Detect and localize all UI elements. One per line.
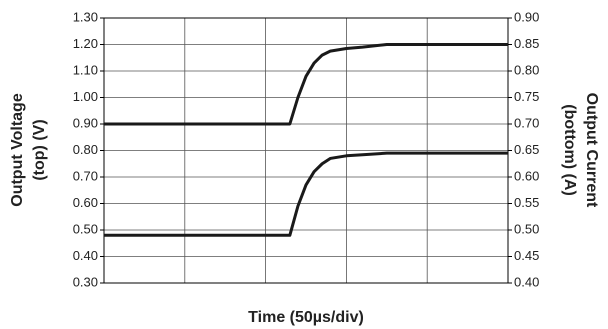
y2-tick-label: 0.50 <box>514 221 539 236</box>
y-tick-label: 0.30 <box>73 274 98 289</box>
x-axis-title: Time (50µs/div) <box>248 309 364 326</box>
data-line <box>104 43 508 126</box>
y-tick-label: 0.60 <box>73 195 98 210</box>
y2-axis-title: Output Current <box>583 93 600 208</box>
y-tick-label: 0.90 <box>73 115 98 130</box>
y-tick-label: 0.40 <box>73 248 98 263</box>
y2-tick-label: 0.60 <box>514 168 539 183</box>
y-tick-label: 1.20 <box>73 36 98 51</box>
y-axis-title: Output Voltage <box>9 93 26 207</box>
y-tick-label: 1.30 <box>73 9 98 24</box>
y2-tick-label: 0.70 <box>514 115 539 130</box>
y2-tick-label: 0.65 <box>514 142 539 157</box>
y2-tick-label: 0.75 <box>514 89 539 104</box>
y2-tick-label: 0.80 <box>514 62 539 77</box>
y2-tick-label: 0.85 <box>514 36 539 51</box>
y2-tick-label: 0.45 <box>514 248 539 263</box>
data-line <box>104 151 508 237</box>
y2-tick-label: 0.40 <box>514 274 539 289</box>
y2-axis-title: (bottom) (A) <box>561 104 578 196</box>
y-tick-label: 1.00 <box>73 89 98 104</box>
y-tick-label: 0.50 <box>73 221 98 236</box>
plot-frame <box>103 17 509 284</box>
y-tick-label: 1.10 <box>73 62 98 77</box>
y2-tick-label: 0.90 <box>514 9 539 24</box>
y-tick-label: 0.80 <box>73 142 98 157</box>
y-axis-title: (top) (V) <box>31 119 48 180</box>
y2-tick-label: 0.55 <box>514 195 539 210</box>
y-tick-label: 0.70 <box>73 168 98 183</box>
